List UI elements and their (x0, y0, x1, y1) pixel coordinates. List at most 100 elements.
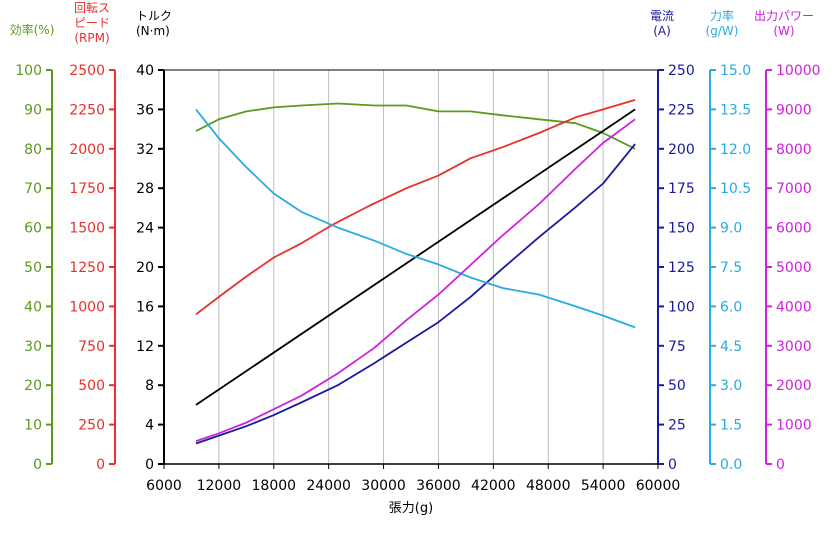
y-tick-label-current: 250 (668, 63, 695, 79)
x-tick-label: 30000 (361, 478, 406, 494)
y-axis-title-torque: (N·m) (136, 24, 170, 38)
series-line-rpm (195, 99, 636, 316)
x-tick-label: 12000 (197, 478, 242, 494)
y-tick-label-current: 150 (668, 221, 695, 237)
y-axis-title-force: (g/W) (706, 24, 739, 38)
y-tick-label-power: 1000 (776, 418, 812, 434)
series-line-eff (195, 102, 636, 150)
y-axis-force: 0.0 1.5 3.0 4.5 6.0 7.5 9.0 10.5 12.0 13.5 15.0 力率(… (706, 8, 752, 473)
y-axis-title-rpm: 回転ス (74, 1, 110, 15)
y-tick-label-eff: 80 (24, 142, 42, 158)
y-tick-label-force: 12.0 (720, 142, 751, 158)
y-tick-label-current: 175 (668, 181, 695, 197)
y-axis-torque: 0 4 8 12 16 20 24 28 32 36 40 トルク(N·m) (136, 9, 172, 473)
y-tick-label-torque: 28 (136, 181, 154, 197)
y-tick-label-rpm: 2250 (69, 102, 105, 118)
y-tick-label-force: 7.5 (720, 260, 742, 276)
y-tick-label-eff: 100 (15, 63, 42, 79)
y-tick-label-torque: 32 (136, 142, 154, 158)
y-axis-title-force: 力率 (710, 8, 734, 23)
y-tick-label-force: 13.5 (720, 102, 751, 118)
y-tick-label-power: 4000 (776, 299, 812, 315)
y-tick-label-eff: 40 (24, 299, 42, 315)
y-tick-label-force: 3.0 (720, 378, 742, 394)
y-tick-label-torque: 36 (136, 102, 154, 118)
series-line-force (195, 108, 636, 329)
y-tick-label-torque: 24 (136, 221, 154, 237)
y-tick-label-eff: 90 (24, 102, 42, 118)
y-tick-label-power: 8000 (776, 142, 812, 158)
y-tick-label-force: 4.5 (720, 339, 742, 355)
y-tick-label-eff: 0 (33, 457, 42, 473)
y-tick-label-torque: 4 (145, 418, 154, 434)
y-axis-current: 0 25 50 75 100 125 150 175 200 225 250 電流(A) (650, 9, 695, 473)
y-tick-label-current: 0 (668, 457, 677, 473)
y-axis-title-rpm: (RPM) (74, 31, 109, 45)
y-tick-label-power: 0 (776, 457, 785, 473)
y-tick-label-eff: 50 (24, 260, 42, 276)
y-tick-label-power: 9000 (776, 102, 812, 118)
y-tick-label-current: 200 (668, 142, 695, 158)
y-tick-label-current: 50 (668, 378, 686, 394)
x-tick-label: 60000 (636, 478, 681, 494)
x-tick-label: 36000 (416, 478, 461, 494)
vertical-gridlines (218, 70, 604, 464)
y-tick-label-rpm: 1750 (69, 181, 105, 197)
x-axis-title: 張力(g) (389, 501, 433, 516)
y-tick-label-force: 1.5 (720, 418, 742, 434)
y-tick-label-current: 25 (668, 418, 686, 434)
y-tick-label-force: 9.0 (720, 221, 742, 237)
series-lines (195, 99, 636, 445)
y-tick-label-force: 0.0 (720, 457, 742, 473)
y-tick-label-rpm: 500 (78, 378, 105, 394)
y-tick-label-current: 100 (668, 299, 695, 315)
y-tick-label-torque: 12 (136, 339, 154, 355)
y-tick-label-eff: 10 (24, 418, 42, 434)
y-axis-title-current: 電流 (650, 9, 674, 23)
x-axis: 6000 12000 18000 24000 30000 36000 42000 48000 5… (146, 463, 681, 516)
axes: 0102030405060708090100効率(%)0250500750100… (10, 1, 821, 473)
y-tick-label-current: 125 (668, 260, 695, 276)
y-tick-label-current: 225 (668, 102, 695, 118)
y-tick-label-rpm: 750 (78, 339, 105, 355)
y-tick-label-rpm: 1250 (69, 260, 105, 276)
y-tick-label-power: 10000 (776, 63, 821, 79)
y-axis-title-eff: 効率(%) (10, 22, 55, 37)
x-tick-label: 54000 (581, 478, 626, 494)
y-tick-label-torque: 0 (145, 457, 154, 473)
x-tick-label: 6000 (146, 478, 182, 494)
y-tick-label-force: 6.0 (720, 299, 742, 315)
y-tick-label-force: 10.5 (720, 181, 751, 197)
series-line-power (195, 118, 636, 442)
y-tick-label-rpm: 2000 (69, 142, 105, 158)
y-tick-label-torque: 16 (136, 299, 154, 315)
y-axis-title-rpm: ピード (74, 16, 110, 30)
x-tick-label: 42000 (471, 478, 516, 494)
y-tick-label-force: 15.0 (720, 63, 751, 79)
x-tick-label: 18000 (252, 478, 297, 494)
y-axis-title-current: (A) (653, 24, 671, 38)
y-tick-label-rpm: 250 (78, 418, 105, 434)
y-tick-label-rpm: 1500 (69, 221, 105, 237)
y-tick-label-rpm: 0 (96, 457, 105, 473)
y-tick-label-power: 2000 (776, 378, 812, 394)
y-axis-title-power: (W) (773, 24, 794, 38)
y-tick-label-power: 5000 (776, 260, 812, 276)
series-line-current (195, 143, 636, 445)
y-axis-eff: 0 10 20 30 40 50 60 70 80 90 100 効率(%) (10, 22, 55, 473)
y-tick-label-eff: 60 (24, 221, 42, 237)
y-tick-label-rpm: 1000 (69, 299, 105, 315)
y-axis-power: 0 1000 2000 3000 4000 5000 6000 7000 8000 9000 100… (754, 9, 821, 473)
y-tick-label-torque: 40 (136, 63, 154, 79)
y-tick-label-current: 75 (668, 339, 686, 355)
y-tick-label-eff: 70 (24, 181, 42, 197)
y-axis-title-torque: トルク (136, 9, 172, 23)
y-tick-label-power: 6000 (776, 221, 812, 237)
y-tick-label-torque: 20 (136, 260, 154, 276)
y-tick-label-power: 7000 (776, 181, 812, 197)
y-tick-label-power: 3000 (776, 339, 812, 355)
y-tick-label-torque: 8 (145, 378, 154, 394)
x-tick-label: 24000 (306, 478, 351, 494)
y-axis-title-power: 出力パワー (754, 9, 814, 23)
